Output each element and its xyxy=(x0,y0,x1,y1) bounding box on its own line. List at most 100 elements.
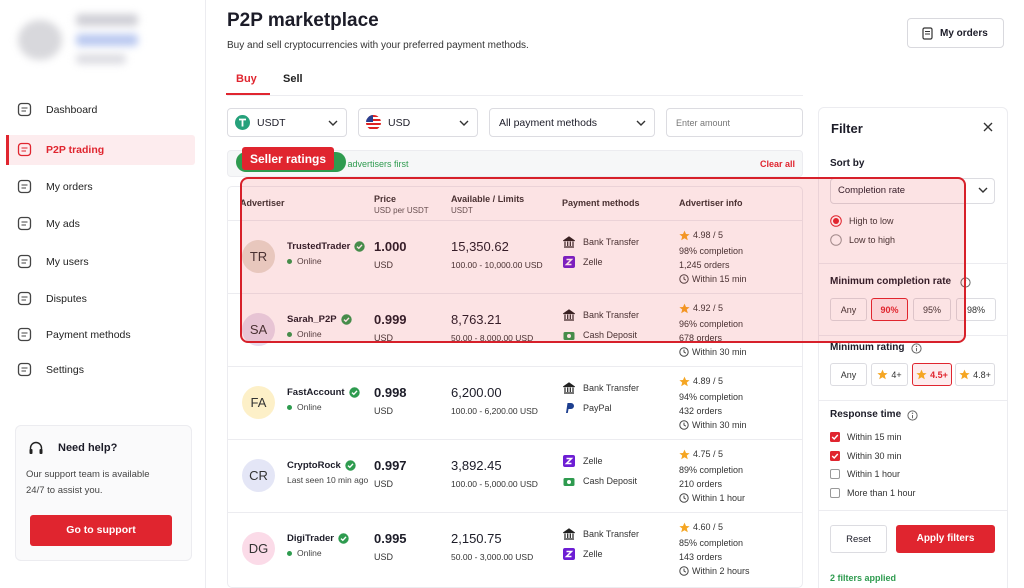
rating: 4.92 / 5 xyxy=(693,303,724,313)
price: 0.997 xyxy=(374,458,407,473)
payment-method: Bank Transfer xyxy=(583,383,640,393)
reset-button[interactable]: Reset xyxy=(830,525,887,553)
avatar: FA xyxy=(242,386,275,419)
chevron-down xyxy=(636,120,646,126)
crypto-select[interactable] xyxy=(227,108,347,137)
option-chip[interactable]: Any xyxy=(830,298,867,321)
apply-label: Apply filters xyxy=(916,533,975,544)
verified-icon xyxy=(354,240,366,252)
amount-input[interactable] xyxy=(666,108,803,137)
option-chip[interactable]: 4.5+ xyxy=(912,363,952,386)
option-label: 4+ xyxy=(891,369,902,380)
response-time: Within 2 hours xyxy=(692,566,750,576)
crypto-value: USDT xyxy=(257,117,286,129)
option-chip[interactable]: 95% xyxy=(913,298,951,321)
my-orders-label: My orders xyxy=(940,28,988,39)
verified-icon xyxy=(340,313,352,325)
option-chip[interactable]: Any xyxy=(830,363,867,386)
radio-label[interactable]: Low to high xyxy=(849,235,896,245)
payment-icon xyxy=(563,236,575,248)
star-icon xyxy=(679,449,690,460)
orders-icon xyxy=(922,27,933,40)
nav-item[interactable]: Settings xyxy=(46,364,84,376)
advertiser-name[interactable]: Sarah_P2P xyxy=(287,313,337,325)
option-label: 98% xyxy=(966,304,985,315)
option-chip[interactable]: 90% xyxy=(871,298,908,321)
column-title: Price xyxy=(374,194,397,204)
nav-item[interactable]: My orders xyxy=(46,181,93,193)
support-button-label: Go to support xyxy=(66,524,136,536)
advertiser-name[interactable]: TrustedTrader xyxy=(287,240,351,252)
nav-item[interactable]: My ads xyxy=(46,218,80,230)
rating: 4.75 / 5 xyxy=(693,449,724,459)
banner-action[interactable]: Clear all xyxy=(760,159,796,169)
nav-item[interactable]: My users xyxy=(46,256,89,268)
option-label: Any xyxy=(840,369,857,380)
nav-item[interactable]: P2P trading xyxy=(46,144,105,156)
payment-select[interactable] xyxy=(489,108,655,137)
nav-active-bg xyxy=(6,135,195,165)
apply-button[interactable]: Apply filters xyxy=(896,525,995,553)
option-chip[interactable]: 4+ xyxy=(871,363,908,386)
avatar-initials: CR xyxy=(249,468,268,483)
nav-item[interactable]: Dashboard xyxy=(46,104,98,116)
checkbox-label[interactable]: Within 15 min xyxy=(847,432,902,442)
radio-label[interactable]: High to low xyxy=(849,216,894,226)
payment-method: Bank Transfer xyxy=(583,237,640,247)
option-label: 4.8+ xyxy=(973,369,991,380)
my-orders-button[interactable]: My orders xyxy=(907,18,1004,48)
price-currency: USD xyxy=(374,552,394,562)
annotation-box xyxy=(240,177,966,343)
column-title: Advertiser xyxy=(240,198,285,208)
online-dot xyxy=(287,405,292,410)
option-label: Any xyxy=(840,304,857,315)
fiat-select[interactable] xyxy=(358,108,478,137)
payment-icon xyxy=(563,309,575,321)
completion: 96% completion xyxy=(679,319,744,329)
payment-method: Cash Deposit xyxy=(583,330,638,340)
payment-icon xyxy=(563,478,575,486)
rating: 4.89 / 5 xyxy=(693,376,724,386)
nav-icon xyxy=(17,254,32,269)
option-chip[interactable]: 98% xyxy=(956,298,996,321)
clock-icon xyxy=(679,274,689,284)
payment-method: PayPal xyxy=(583,403,612,413)
section-divider xyxy=(819,335,1007,336)
tabs-divider xyxy=(227,95,803,96)
completion: 85% completion xyxy=(679,538,744,548)
section-divider xyxy=(819,400,1007,401)
advertiser-name[interactable]: DigiTrader xyxy=(287,532,334,544)
orders: 678 orders xyxy=(679,333,723,343)
advertiser-name[interactable]: FastAccount xyxy=(287,386,345,398)
price: 0.995 xyxy=(374,531,407,546)
option-chip[interactable]: 4.8+ xyxy=(955,363,995,386)
nav-icon xyxy=(17,102,32,117)
checkbox xyxy=(830,450,840,461)
limits: 50.00 - 8,000.00 USD xyxy=(451,333,534,343)
star-icon xyxy=(959,369,970,380)
clock-icon xyxy=(679,347,689,357)
nav-icon xyxy=(17,216,32,231)
payment-value: All payment methods xyxy=(499,117,598,129)
support-button[interactable]: Go to support xyxy=(30,515,172,546)
avatar-initials: SA xyxy=(249,322,268,337)
checkbox-label[interactable]: Within 30 min xyxy=(847,450,902,461)
star-icon xyxy=(877,369,888,380)
row-divider xyxy=(228,366,802,367)
star-icon xyxy=(679,303,690,314)
row-divider xyxy=(228,512,802,513)
nav-icon xyxy=(17,362,32,377)
nav-icon xyxy=(17,142,32,157)
row-divider xyxy=(228,293,802,294)
tab[interactable]: Buy xyxy=(236,73,257,85)
response-time: Within 1 hour xyxy=(692,493,746,503)
avatar-initials: FA xyxy=(250,395,267,410)
page-subtitle: Buy and sell cryptocurrencies with your … xyxy=(227,40,529,51)
tab[interactable]: Sell xyxy=(283,73,303,85)
checkbox-label[interactable]: Within 1 hour xyxy=(847,469,901,479)
nav-item[interactable]: Payment methods xyxy=(46,329,131,341)
nav-item[interactable]: Disputes xyxy=(46,293,87,305)
checkbox-label[interactable]: More than 1 hour xyxy=(847,487,916,498)
advertiser-name[interactable]: CryptoRock xyxy=(287,459,341,471)
